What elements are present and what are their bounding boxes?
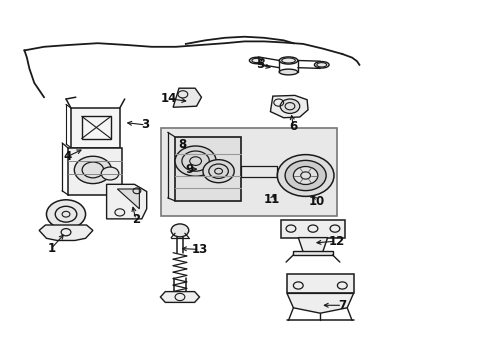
Text: 4: 4 (63, 150, 71, 163)
Text: 6: 6 (289, 120, 297, 133)
Text: 9: 9 (185, 163, 193, 176)
Ellipse shape (249, 57, 264, 64)
Bar (81, 116, 111, 139)
Polygon shape (270, 95, 307, 118)
Bar (281, 220, 344, 238)
Polygon shape (160, 292, 199, 302)
Circle shape (203, 159, 234, 183)
Polygon shape (286, 293, 353, 313)
Circle shape (46, 200, 85, 229)
Polygon shape (106, 184, 146, 219)
Text: 14: 14 (160, 92, 177, 105)
Text: 1: 1 (47, 242, 55, 255)
Circle shape (171, 224, 188, 237)
Bar (71, 108, 120, 148)
Circle shape (101, 167, 119, 180)
Ellipse shape (279, 57, 297, 64)
Bar (174, 136, 241, 201)
Polygon shape (173, 88, 201, 107)
Text: 7: 7 (338, 299, 346, 312)
Text: 2: 2 (132, 213, 140, 226)
Text: 10: 10 (308, 195, 325, 208)
Circle shape (285, 161, 325, 191)
Circle shape (280, 99, 299, 113)
Circle shape (175, 146, 216, 176)
Bar (161, 128, 337, 216)
Ellipse shape (279, 69, 297, 75)
Polygon shape (298, 238, 327, 255)
Bar (286, 274, 353, 293)
Text: 8: 8 (178, 138, 185, 151)
Circle shape (277, 155, 333, 197)
Circle shape (74, 156, 111, 184)
Text: 11: 11 (263, 193, 280, 206)
Polygon shape (117, 189, 139, 209)
Text: 3: 3 (142, 118, 149, 131)
Bar (68, 148, 122, 195)
Circle shape (293, 166, 317, 185)
Text: 13: 13 (191, 243, 207, 256)
Bar (293, 251, 332, 255)
Polygon shape (39, 225, 93, 240)
Text: 12: 12 (327, 235, 344, 248)
Ellipse shape (314, 62, 328, 68)
Text: 5: 5 (256, 58, 264, 71)
